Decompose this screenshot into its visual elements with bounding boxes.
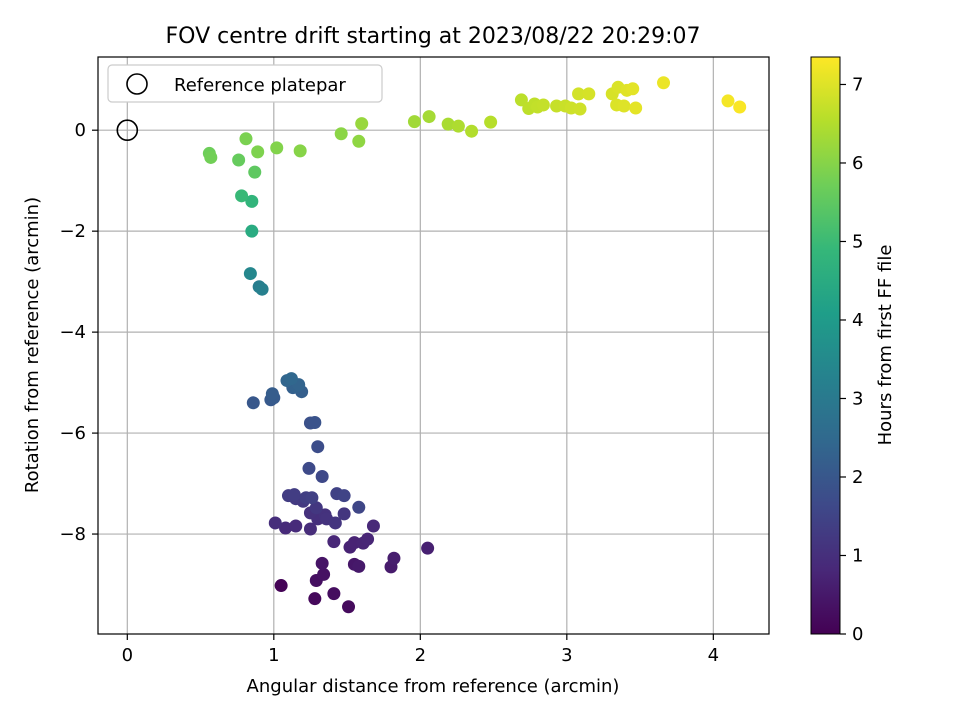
data-point (309, 501, 323, 515)
data-point (342, 600, 356, 614)
legend-marker-reference (126, 73, 148, 95)
y-tick-label: −4 (59, 322, 86, 343)
data-point (308, 415, 322, 429)
data-point (484, 115, 498, 129)
data-point (239, 132, 253, 146)
data-point (355, 117, 369, 131)
data-point (246, 396, 260, 410)
data-point (235, 189, 249, 203)
colorbar-tick-label: 3 (852, 388, 863, 409)
data-point (387, 551, 401, 565)
data-point (315, 556, 329, 570)
x-tick-label: 2 (415, 645, 426, 666)
data-point (302, 461, 316, 475)
data-point (232, 153, 246, 167)
data-point (626, 82, 640, 96)
data-point (407, 115, 421, 129)
legend-box (107, 64, 383, 103)
colorbar: 0 1 2 3 4 5 6 7 (810, 56, 863, 645)
data-point (334, 127, 348, 141)
y-tick-label: 0 (75, 120, 86, 141)
reference-point-marker (116, 119, 139, 141)
colorbar-gradient (810, 56, 841, 635)
colorbar-ticks: 0 1 2 3 4 5 6 7 (840, 74, 863, 645)
data-point (421, 541, 435, 555)
data-point (352, 134, 366, 148)
colorbar-tick-label: 0 (852, 624, 863, 645)
colorbar-tick-label: 2 (852, 467, 863, 488)
data-point (255, 282, 269, 296)
data-point (733, 100, 747, 114)
data-point (337, 489, 351, 503)
data-point (287, 488, 301, 502)
chart-title: FOV centre drift starting at 2023/08/22 … (166, 24, 701, 49)
data-points (116, 76, 747, 614)
data-point (361, 532, 375, 546)
data-point (352, 500, 366, 514)
x-tick-label: 3 (561, 645, 572, 666)
data-point (308, 592, 322, 606)
y-tick-label: −8 (59, 524, 86, 545)
data-point (248, 165, 262, 179)
data-point (251, 145, 265, 159)
data-point (721, 94, 735, 108)
data-point (303, 522, 317, 536)
data-point (289, 519, 303, 533)
data-point (305, 491, 319, 505)
data-point (337, 507, 351, 521)
data-point (327, 587, 341, 601)
legend-entry-reference: Reference platepar (174, 75, 346, 96)
data-point (315, 469, 329, 483)
colorbar-label: Hours from first FF file (875, 245, 896, 446)
data-point (270, 141, 284, 155)
data-point (204, 150, 218, 164)
data-point (243, 267, 257, 281)
data-point (245, 224, 259, 238)
colorbar-tick-label: 5 (852, 231, 863, 252)
data-point (451, 119, 465, 133)
data-point (629, 101, 643, 115)
data-point (311, 440, 325, 454)
data-point (573, 102, 587, 116)
data-point (657, 76, 671, 90)
data-point (617, 99, 631, 113)
y-tick-label: −6 (59, 423, 86, 444)
data-point (465, 124, 479, 138)
data-point (572, 87, 586, 101)
colorbar-tick-label: 4 (852, 310, 863, 331)
data-point (265, 387, 279, 401)
data-point (317, 567, 331, 581)
legend: Reference platepar (107, 64, 383, 103)
axis-ticks: 0 1 2 3 4 −8 −6 −4 −2 0 (59, 120, 719, 666)
plot-frame (97, 56, 770, 635)
data-point (422, 110, 436, 124)
colorbar-tick-label: 1 (852, 545, 863, 566)
colorbar-tick-label: 7 (852, 74, 863, 95)
x-axis-label: Angular distance from reference (arcmin) (247, 676, 620, 697)
y-axis-label: Rotation from reference (arcmin) (22, 197, 43, 493)
data-point (328, 516, 342, 530)
data-point (268, 516, 282, 530)
data-point (293, 144, 307, 158)
data-point (327, 535, 341, 549)
data-point (514, 93, 528, 107)
data-point (441, 117, 455, 131)
data-point (274, 579, 288, 593)
data-point (366, 519, 380, 533)
colorbar-tick-label: 6 (852, 153, 863, 174)
data-point (245, 194, 259, 208)
data-point (279, 521, 293, 535)
data-point (582, 87, 596, 101)
x-tick-label: 4 (708, 645, 719, 666)
y-tick-label: −2 (59, 221, 86, 242)
x-tick-label: 0 (122, 645, 133, 666)
x-tick-label: 1 (268, 645, 279, 666)
data-point (536, 98, 550, 112)
data-point (352, 559, 366, 573)
data-point (284, 372, 298, 386)
